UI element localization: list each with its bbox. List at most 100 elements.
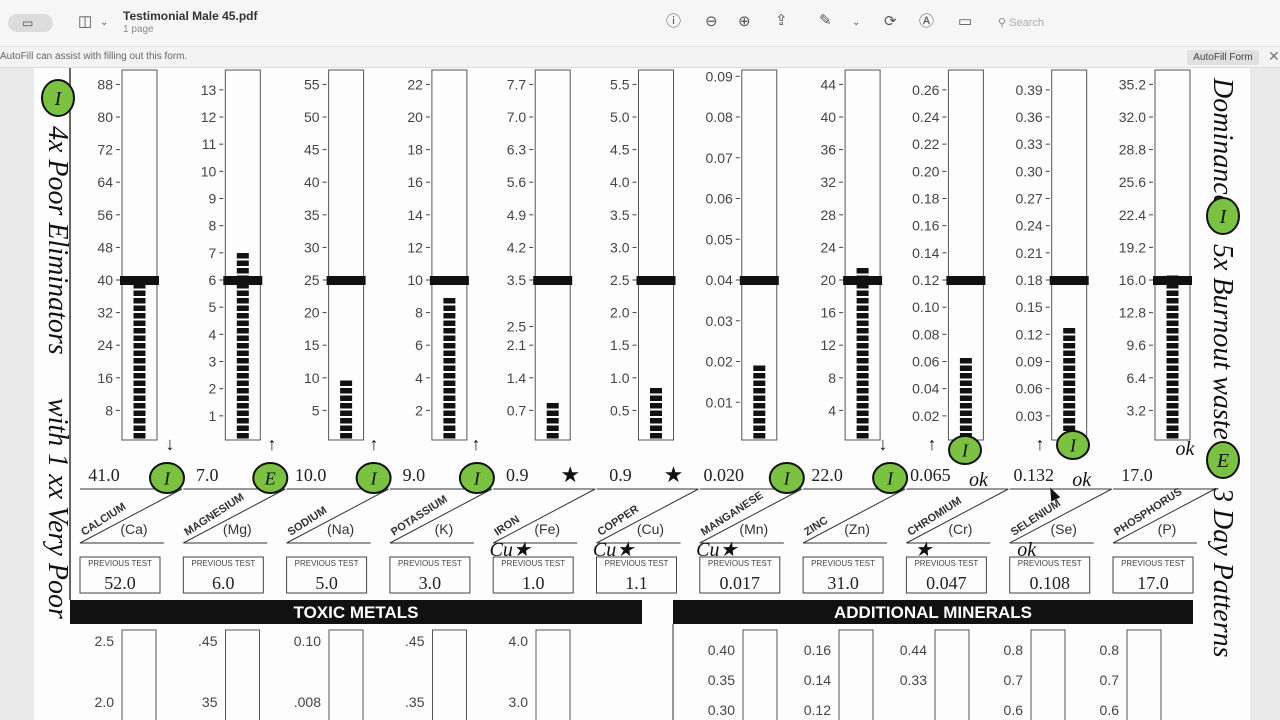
level-square: [133, 433, 146, 439]
level-square: [856, 313, 869, 319]
tick-label: 3.0: [610, 239, 630, 255]
level-square: [1166, 313, 1179, 319]
diagonal-divider: [286, 488, 389, 544]
level-square: [133, 298, 146, 304]
level-square: [236, 290, 249, 296]
level-square: [1166, 275, 1179, 281]
tick-label: 0.16: [804, 642, 831, 658]
tick-label: 5.0: [610, 109, 630, 125]
highlight-pen-icon[interactable]: ✎: [819, 12, 832, 29]
reference-level-bar: [326, 276, 366, 285]
level-square: [753, 373, 766, 379]
circled-mark: [1056, 430, 1090, 460]
circled-mark: [458, 462, 495, 494]
level-square: [856, 418, 869, 424]
level-square: [133, 395, 146, 401]
level-square: [650, 433, 662, 439]
level-square: [340, 395, 353, 401]
tick-label: 2.0: [610, 305, 630, 321]
tick-label: 0.7: [507, 402, 527, 418]
level-square: [443, 380, 456, 386]
level-square: [753, 418, 766, 424]
close-icon[interactable]: ✕: [1268, 48, 1280, 64]
tick-label: 0.30: [708, 702, 735, 718]
previous-test-box: [1009, 556, 1091, 594]
tick-label: 0.12: [804, 702, 831, 718]
handwritten-note: ok: [1017, 539, 1037, 561]
arrow-mark: ↑: [472, 434, 481, 454]
info-icon[interactable]: ⓘ: [666, 13, 682, 30]
pdf-page: 88 80 72 64 56 48 40 32 24 16 8 41.0 CALCIUM (Ca) PREV…: [34, 68, 1250, 720]
sidebar-view-icon[interactable]: ◫: [78, 13, 93, 30]
tick-label: 12: [821, 337, 837, 353]
level-square: [236, 283, 249, 289]
tick-label: 8: [415, 305, 423, 321]
reference-level-bar: [739, 276, 779, 285]
level-square: [753, 425, 766, 431]
level-square: [1166, 418, 1179, 424]
tick-label: 0.27: [1015, 191, 1042, 207]
search-field[interactable]: ⚲ Search: [998, 14, 1138, 32]
level-square: [443, 305, 456, 311]
level-square: [1166, 365, 1179, 371]
tick-label: 48: [97, 239, 113, 255]
zoom-out-icon[interactable]: ⊖: [705, 13, 718, 30]
previous-test-box: [79, 556, 161, 594]
level-square: [753, 395, 766, 401]
level-square: [959, 388, 972, 394]
level-square: [236, 365, 249, 371]
tick-label: 22: [407, 76, 423, 92]
level-square: [340, 425, 353, 431]
tick-label: 80: [97, 109, 113, 125]
level-square: [236, 275, 249, 281]
level-square: [959, 395, 972, 401]
level-square: [133, 290, 146, 296]
level-square: [1063, 410, 1076, 416]
tick-label: .45: [198, 633, 218, 649]
zoom-in-icon[interactable]: ⊕: [738, 13, 751, 30]
level-square: [443, 395, 456, 401]
mineral-symbol: (Cr): [948, 521, 972, 537]
autofill-form-button[interactable]: AutoFill Form: [1187, 50, 1259, 65]
share-icon[interactable]: ⇪: [775, 12, 788, 29]
tick-label: 0.21: [1015, 245, 1042, 261]
tick-label: 72: [97, 142, 113, 158]
tick-label: 50: [304, 109, 320, 125]
chevron-down-icon[interactable]: ⌄: [852, 17, 861, 28]
tick-label: 0.12: [912, 272, 939, 288]
rotate-icon[interactable]: ⟳: [884, 13, 897, 30]
tick-label: 28: [821, 207, 837, 223]
autofill-banner: AutoFill can assist with filling out thi…: [0, 47, 1280, 68]
tick-label: 9: [209, 191, 217, 207]
scale-tube: [838, 629, 874, 720]
previous-test-label: PREVIOUS TEST: [1018, 559, 1082, 568]
tick-label: 0.20: [912, 163, 939, 179]
markup-icon[interactable]: Ⓐ: [919, 13, 935, 30]
tick-label: 10: [407, 272, 423, 288]
tick-label: 5: [312, 402, 320, 418]
arrow-mark: ↓: [879, 434, 888, 454]
mineral-value: 0.020: [704, 465, 745, 485]
sidebar-toggle-button[interactable]: ▭: [8, 14, 53, 32]
scale-tube: [535, 629, 571, 720]
tick-label: 0.24: [912, 109, 939, 125]
level-square: [236, 335, 249, 341]
level-square: [236, 320, 249, 326]
form-fill-icon[interactable]: ▭: [958, 13, 973, 30]
level-square: [753, 365, 766, 371]
tick-label: 14: [407, 207, 423, 223]
tick-label: 0.03: [1015, 408, 1042, 424]
scale-tube: [742, 629, 778, 720]
tick-label: 4: [828, 402, 836, 418]
tick-label: 40: [304, 174, 320, 190]
mineral-symbol: (K): [435, 521, 454, 537]
circled-mark: [252, 462, 289, 494]
level-square: [1166, 410, 1179, 416]
chevron-down-icon[interactable]: ⌄: [100, 17, 109, 28]
handwritten-note: Cu★: [696, 539, 738, 561]
level-square: [1166, 335, 1179, 341]
level-square: [443, 403, 456, 409]
tick-label: .35: [405, 694, 425, 710]
level-square: [959, 373, 972, 379]
mineral-value: 0.065: [910, 465, 951, 485]
